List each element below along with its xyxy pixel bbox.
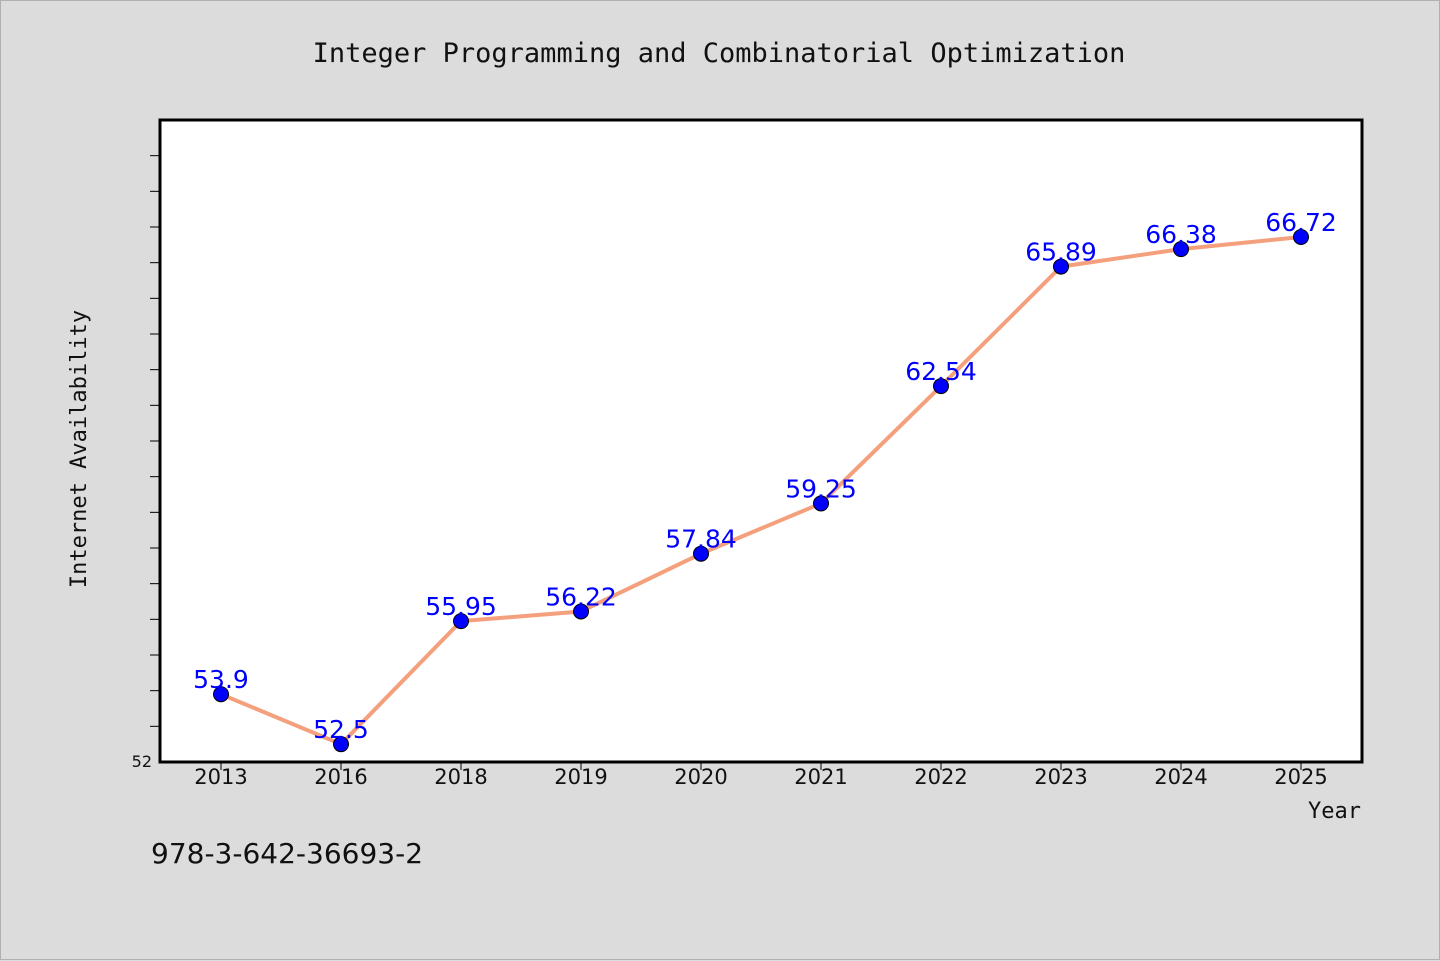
data-label: 57.84 [665, 525, 737, 554]
data-label: 62.54 [905, 357, 977, 386]
plot-area [160, 120, 1362, 762]
data-label: 53.9 [193, 665, 249, 694]
data-point [573, 603, 589, 620]
data-point [1053, 258, 1069, 275]
data-label: 56.22 [545, 582, 617, 611]
data-label: 55.95 [425, 592, 497, 621]
data-point [933, 378, 949, 395]
data-point [213, 686, 229, 703]
data-point [333, 736, 349, 753]
y-axis-title: Internet Availability [67, 310, 92, 588]
x-tick-label: 2022 [914, 765, 967, 789]
data-point [693, 545, 709, 562]
x-tick-label: 2023 [1034, 765, 1087, 789]
x-tick-label: 2018 [434, 765, 487, 789]
data-label: 59.25 [785, 474, 857, 503]
data-point [1293, 228, 1309, 245]
y-axis-min-label: 52 [132, 752, 152, 771]
data-label: 65.89 [1025, 238, 1097, 267]
chart-title: Integer Programming and Combinatorial Op… [313, 38, 1126, 69]
series-markers-group [213, 228, 1309, 753]
y-axis-ticks [150, 155, 160, 727]
x-tick-label: 2019 [554, 765, 607, 789]
isbn-text: 978-3-642-36693-2 [151, 837, 423, 870]
series-line-group [220, 234, 1302, 747]
x-axis-title: Year [1308, 799, 1361, 824]
x-tick-label: 2016 [314, 765, 367, 789]
data-label: 66.38 [1145, 220, 1217, 249]
data-label: 66.72 [1265, 208, 1337, 237]
x-tick-label: 2021 [794, 765, 847, 789]
data-point [453, 613, 469, 630]
plot-border [158, 118, 1364, 764]
x-axis-ticks: 2013 2016 2018 2019 2020 2021 2022 2023 2024 2025 [194, 762, 1328, 789]
x-tick-label: 2024 [1154, 765, 1207, 789]
data-point [813, 495, 829, 512]
data-point [1173, 241, 1189, 258]
x-tick-label: 2013 [194, 765, 247, 789]
data-labels-group: 53.9 52.5 55.95 56.22 57.84 59.25 62.54 65.89 66… [193, 208, 1337, 744]
data-label: 52.5 [313, 715, 369, 744]
x-tick-label: 2025 [1274, 765, 1327, 789]
series-line [220, 234, 1302, 747]
x-tick-label: 2020 [674, 765, 727, 789]
